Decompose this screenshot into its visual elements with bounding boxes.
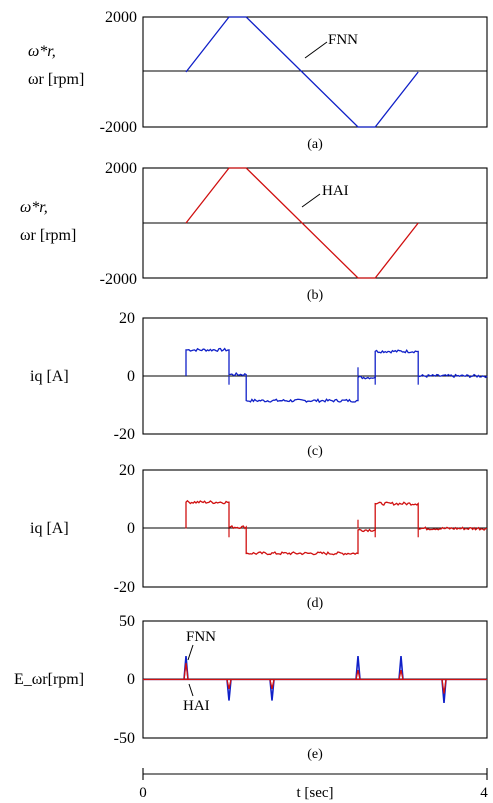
caption-a: (a) (307, 137, 323, 152)
caption-b: (b) (307, 288, 324, 303)
annotation-arrow-e-hai (188, 683, 194, 697)
panel-b: 2000 -2000 ω*r, ωr [rpm] (b) HAI (20, 160, 488, 303)
annotation-b: HAI (322, 183, 349, 199)
caption-d: (d) (307, 596, 324, 611)
ytick-d-top: 20 (119, 462, 135, 479)
ytick-c-top: 20 (119, 310, 135, 327)
ylabel-b-line2: ωr [rpm] (20, 227, 76, 244)
traces (143, 16, 488, 703)
ylabel-a-line2: ωr [rpm] (28, 71, 84, 88)
ytick-a-bottom: -2000 (100, 119, 137, 136)
series-e-hai-spike-3 (355, 670, 361, 680)
series-c-fnn-line (185, 347, 488, 404)
ytick-d-bottom: -20 (114, 579, 135, 596)
series-d-hai-line (185, 499, 488, 556)
ytick-e-bottom: -50 (114, 730, 135, 747)
series-e-fnn-spike-4 (398, 656, 404, 680)
annotation-arrow-e-fnn (187, 644, 194, 661)
panel-a: 2000 -2000 ω*r, ωr [rpm] (a) FNN (28, 9, 488, 152)
ytick-b-top: 2000 (105, 160, 137, 177)
series-e-hai-spike-4 (398, 670, 404, 680)
ylabel-c: iq [A] (30, 368, 69, 385)
x-tick-4: 4 (480, 785, 488, 801)
ytick-e-mid: 0 (127, 671, 135, 688)
ylabel-a-line1: ω*r, (28, 43, 56, 60)
annotation-e-fnn: FNN (186, 629, 216, 645)
series-e-hai-spike-0 (183, 663, 189, 680)
x-tick-0: 0 (139, 785, 147, 801)
series-e-fnn-spike-1 (226, 679, 232, 701)
x-axis: 0 t [sec] 4 (139, 768, 488, 801)
ylabel-d: iq [A] (30, 520, 69, 537)
series-e-fnn-spike-3 (355, 656, 361, 680)
ytick-c-bottom: -20 (114, 426, 135, 443)
annotation-e-hai: HAI (183, 698, 210, 714)
x-axis-label: t [sec] (296, 785, 333, 801)
annotation-arrow-b (301, 193, 321, 208)
series-e-hai-spike-1 (226, 679, 232, 689)
ytick-a-top: 2000 (105, 9, 137, 26)
ytick-b-bottom: -2000 (100, 271, 137, 288)
series-b-hai-line (185, 167, 419, 279)
ytick-e-top: 50 (119, 613, 135, 630)
ylabel-e: E_ωr[rpm] (14, 671, 84, 688)
caption-c: (c) (307, 444, 323, 459)
ytick-c-mid: 0 (127, 368, 135, 385)
series-a-fnn-line (185, 16, 419, 128)
series-e-fnn-spike-2 (269, 679, 275, 701)
ytick-d-mid: 0 (127, 520, 135, 537)
series-e-hai-spike-5 (441, 679, 447, 694)
ylabel-b-line1: ω*r, (20, 199, 48, 216)
series-e-hai-spike-2 (269, 679, 275, 689)
annotation-arrow-a (304, 41, 328, 59)
caption-e: (e) (307, 747, 323, 762)
annotation-a: FNN (328, 32, 358, 48)
plot-frame-a (142, 16, 488, 128)
panel-e: 50 0 -50 E_ωr[rpm] (e) FNN HAI (14, 613, 488, 762)
